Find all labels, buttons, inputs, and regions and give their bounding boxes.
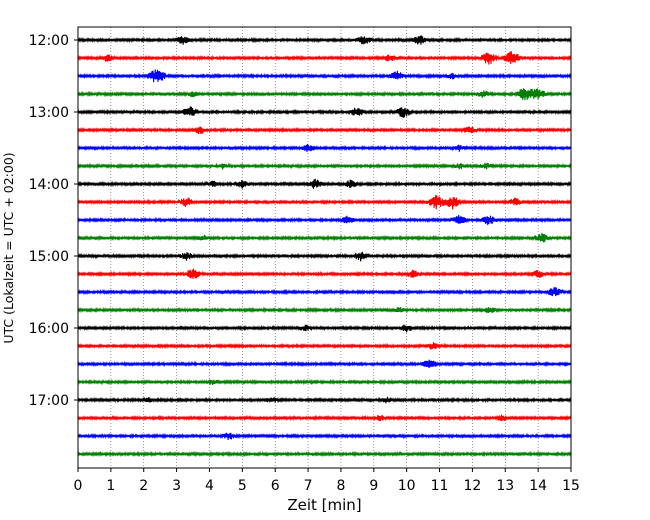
plot-frame: [77, 26, 572, 469]
trace-line: [77, 232, 572, 243]
x-tick-label: 15: [562, 478, 580, 494]
x-tick-label: 1: [106, 478, 115, 494]
trace-line: [77, 162, 572, 170]
x-tick-label: 3: [172, 478, 181, 494]
y-tick-label: 14:00: [29, 177, 69, 193]
trace-line: [77, 88, 572, 101]
trace-line: [77, 251, 572, 262]
y-tick-label: 17:00: [29, 393, 69, 409]
trace-line: [77, 450, 572, 458]
x-tick-label: 8: [336, 478, 345, 494]
x-tick-label: 13: [496, 478, 514, 494]
trace-line: [77, 378, 572, 386]
trace-line: [77, 214, 572, 226]
x-tick-label: 4: [205, 478, 214, 494]
trace-line: [77, 195, 572, 210]
trace-line: [77, 178, 572, 189]
seismic-traces: [77, 35, 572, 458]
trace-line: [77, 324, 572, 333]
y-axis-ticks: 12:00 13:00 14:00 15:00 16:00 17:00: [29, 33, 78, 409]
x-tick-label: 14: [529, 478, 547, 494]
trace-line: [77, 51, 572, 65]
trace-line: [77, 287, 572, 297]
trace-line: [77, 106, 572, 118]
trace-line: [77, 143, 572, 153]
y-tick-label: 13:00: [29, 105, 69, 121]
x-tick-label: 7: [304, 478, 313, 494]
y-tick-label: 15:00: [29, 249, 69, 265]
y-axis-label: UTC (Lokalzeit = UTC + 02:00): [1, 152, 16, 343]
x-tick-label: 0: [74, 478, 83, 494]
y-tick-label: 12:00: [29, 33, 69, 49]
x-tick-label: 2: [139, 478, 148, 494]
x-tick-label: 11: [431, 478, 449, 494]
trace-line: [77, 359, 572, 368]
trace-line: [77, 414, 572, 422]
trace-line: [77, 69, 572, 83]
trace-line: [77, 268, 572, 280]
trace-line: [77, 342, 572, 350]
x-tick-label: 6: [271, 478, 280, 494]
trace-line: [77, 306, 572, 314]
x-axis-label: Zeit [min]: [287, 496, 361, 514]
x-axis-ticks: 0 1 2 3 4 5 6 7 8 9 10 11 12 13 14 15: [74, 468, 580, 494]
x-tick-label: 12: [463, 478, 481, 494]
x-tick-label: 10: [398, 478, 416, 494]
trace-line: [77, 35, 572, 45]
x-tick-label: 9: [369, 478, 378, 494]
y-tick-label: 16:00: [29, 321, 69, 337]
trace-line: [77, 396, 572, 404]
trace-line: [77, 432, 572, 441]
trace-line: [77, 126, 572, 135]
x-tick-label: 5: [238, 478, 247, 494]
